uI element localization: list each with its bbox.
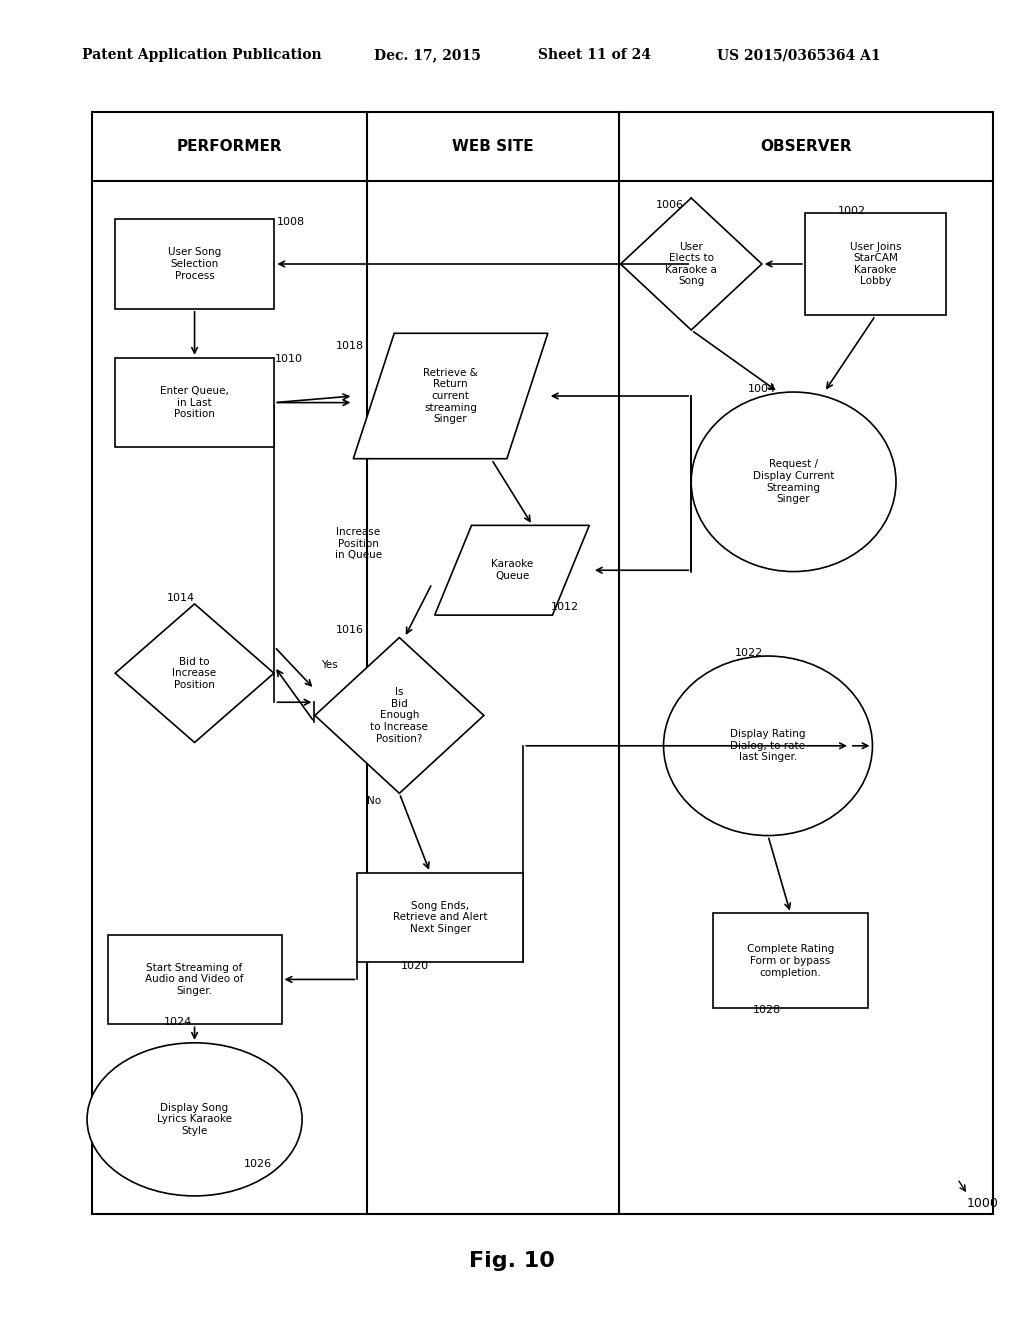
Text: WEB SITE: WEB SITE xyxy=(453,139,534,154)
FancyBboxPatch shape xyxy=(805,213,946,315)
Text: User
Elects to
Karaoke a
Song: User Elects to Karaoke a Song xyxy=(666,242,717,286)
Text: Increase
Position
in Queue: Increase Position in Queue xyxy=(335,527,382,561)
Text: 1004: 1004 xyxy=(748,384,775,395)
Text: Patent Application Publication: Patent Application Publication xyxy=(82,49,322,62)
Text: 1022: 1022 xyxy=(735,648,764,659)
Text: 1006: 1006 xyxy=(655,199,683,210)
FancyBboxPatch shape xyxy=(115,219,274,309)
Text: 1018: 1018 xyxy=(336,341,364,351)
Polygon shape xyxy=(353,334,548,459)
Polygon shape xyxy=(621,198,762,330)
Text: Request /
Display Current
Streaming
Singer: Request / Display Current Streaming Sing… xyxy=(753,459,835,504)
Polygon shape xyxy=(315,638,484,793)
Text: OBSERVER: OBSERVER xyxy=(761,139,852,154)
Text: PERFORMER: PERFORMER xyxy=(177,139,283,154)
Text: Karaoke
Queue: Karaoke Queue xyxy=(490,560,534,581)
FancyBboxPatch shape xyxy=(108,935,282,1024)
Text: Display Rating
Dialog, to rate
last Singer.: Display Rating Dialog, to rate last Sing… xyxy=(730,729,806,763)
Text: 1026: 1026 xyxy=(244,1159,271,1170)
Text: Song Ends,
Retrieve and Alert
Next Singer: Song Ends, Retrieve and Alert Next Singe… xyxy=(393,900,487,935)
Text: 1014: 1014 xyxy=(167,593,195,603)
Text: 1024: 1024 xyxy=(164,1016,193,1027)
Text: Sheet 11 of 24: Sheet 11 of 24 xyxy=(538,49,650,62)
Text: 1012: 1012 xyxy=(551,602,579,612)
Text: 1020: 1020 xyxy=(400,961,429,972)
Text: No: No xyxy=(367,796,381,807)
Polygon shape xyxy=(434,525,590,615)
Text: 1010: 1010 xyxy=(274,354,302,364)
Text: User Song
Selection
Process: User Song Selection Process xyxy=(168,247,221,281)
Text: Fig. 10: Fig. 10 xyxy=(469,1250,555,1271)
Text: Is
Bid
Enough
to Increase
Position?: Is Bid Enough to Increase Position? xyxy=(371,688,428,743)
Text: User Joins
StarCAM
Karaoke
Lobby: User Joins StarCAM Karaoke Lobby xyxy=(850,242,901,286)
Text: Start Streaming of
Audio and Video of
Singer.: Start Streaming of Audio and Video of Si… xyxy=(145,962,244,997)
Text: Complete Rating
Form or bypass
completion.: Complete Rating Form or bypass completio… xyxy=(746,944,835,978)
Polygon shape xyxy=(115,605,274,742)
FancyBboxPatch shape xyxy=(115,358,274,447)
Text: Bid to
Increase
Position: Bid to Increase Position xyxy=(172,656,217,690)
Ellipse shape xyxy=(664,656,872,836)
Text: 1008: 1008 xyxy=(276,216,304,227)
Text: Dec. 17, 2015: Dec. 17, 2015 xyxy=(374,49,480,62)
FancyBboxPatch shape xyxy=(357,873,523,962)
Text: 1028: 1028 xyxy=(753,1005,781,1015)
Text: 1002: 1002 xyxy=(838,206,865,216)
Text: 1000: 1000 xyxy=(967,1197,999,1210)
Text: Yes: Yes xyxy=(322,660,338,671)
Text: Enter Queue,
in Last
Position: Enter Queue, in Last Position xyxy=(160,385,229,420)
Text: US 2015/0365364 A1: US 2015/0365364 A1 xyxy=(717,49,881,62)
Ellipse shape xyxy=(87,1043,302,1196)
FancyBboxPatch shape xyxy=(713,913,868,1008)
Ellipse shape xyxy=(691,392,896,572)
Text: Display Song
Lyrics Karaoke
Style: Display Song Lyrics Karaoke Style xyxy=(157,1102,232,1137)
Text: 1016: 1016 xyxy=(336,624,364,635)
Text: Retrieve &
Return
current
streaming
Singer: Retrieve & Return current streaming Sing… xyxy=(423,368,478,424)
